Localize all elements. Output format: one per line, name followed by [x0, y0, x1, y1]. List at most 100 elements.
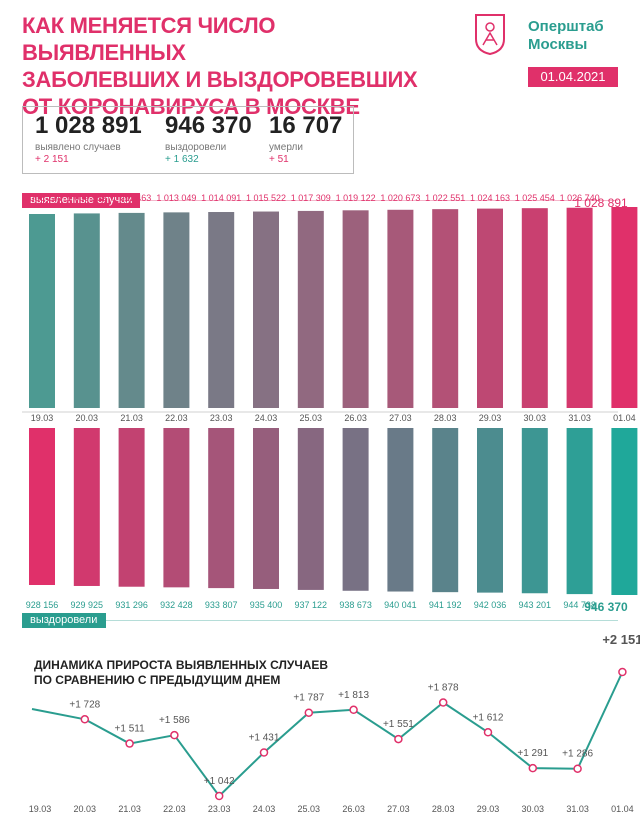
bar-cases [432, 209, 459, 408]
dynamics-title-line: ПО СРАВНЕНИЮ С ПРЕДЫДУЩИМ ДНЕМ [34, 673, 281, 687]
x-tick-label-cases: 21.03 [120, 413, 143, 423]
bar-recovered [342, 428, 369, 591]
bar-cases [387, 209, 414, 408]
data-point [349, 705, 358, 715]
x-tick-label-cases: 29.03 [479, 413, 502, 423]
bar-cases [566, 207, 593, 408]
data-point [573, 764, 582, 773]
stat-recovered: 946 370 выздоровели + 1 632 [165, 107, 252, 166]
data-label-dynamics: +1 586 [159, 715, 190, 726]
data-label-recovered: 940 041 [384, 600, 417, 610]
x-tick-label-dynamics: 21.03 [118, 804, 141, 814]
x-tick-label-dynamics: 01.04 [611, 804, 634, 814]
data-label-dynamics: +1 291 [517, 748, 548, 759]
x-tick-label-dynamics: 31.03 [566, 804, 589, 814]
x-tick-label-cases: 28.03 [434, 413, 457, 423]
data-label-cases: 1 015 522 [246, 193, 286, 203]
data-label-recovered: 941 192 [429, 600, 462, 610]
data-label-recovered: 931 296 [115, 600, 148, 610]
dynamics-title-line: ДИНАМИКА ПРИРОСТА ВЫЯВЛЕННЫХ СЛУЧАЕВ [34, 658, 329, 672]
bar-recovered [29, 428, 55, 585]
brand-line: Оперштаб [528, 18, 604, 35]
data-point [394, 734, 403, 744]
bar-cases [118, 212, 145, 408]
data-label-dynamics: +1 813 [338, 690, 369, 701]
stat-delta: + 1 632 [165, 154, 199, 165]
bar-cases [253, 211, 279, 408]
bar-cases [297, 210, 324, 408]
stat-label: выздоровели [165, 142, 227, 153]
date-badge: 01.04.2021 [528, 67, 618, 87]
x-tick-label-cases: 22.03 [165, 413, 188, 423]
x-tick-label-cases: 27.03 [389, 413, 412, 423]
bar-recovered [73, 428, 100, 586]
bar-cases [208, 212, 235, 408]
bar-recovered [163, 428, 190, 588]
x-tick-label-dynamics: 20.03 [74, 804, 97, 814]
x-tick-label-cases: 01.04 [613, 413, 636, 423]
x-tick-label-dynamics: 30.03 [522, 804, 545, 814]
page-title: КАК МЕНЯЕТСЯ ЧИСЛО ВЫЯВЛЕННЫХ ЗАБОЛЕВШИХ… [22, 12, 442, 120]
series-label-recovered: выздоровели [22, 613, 106, 628]
data-point [125, 739, 134, 748]
data-label-dynamics: +1 728 [69, 699, 100, 710]
band-line-cases [22, 200, 618, 201]
x-tick-label-cases: 23.03 [210, 413, 233, 423]
x-tick-label-dynamics: 24.03 [253, 804, 276, 814]
data-label-dynamics: +2 151 [602, 632, 640, 647]
data-label-cases: 1 025 454 [515, 193, 555, 203]
x-tick-label-cases: 30.03 [524, 413, 547, 423]
bar-cases [477, 208, 503, 408]
data-point [170, 730, 179, 740]
stats-box: 1 028 891 выявлено случаев + 2 151 946 3… [22, 106, 354, 174]
stat-delta: + 51 [269, 154, 289, 165]
data-label-cases: 1 008 224 [22, 193, 62, 203]
data-label-recovered: 942 036 [474, 600, 507, 610]
data-point [304, 708, 314, 717]
band-line-recovered [22, 620, 618, 621]
stat-value: 1 028 891 [35, 112, 142, 139]
data-point [214, 791, 224, 801]
x-tick-label-dynamics: 23.03 [208, 804, 231, 814]
brand-name: Оперштаб Москвы [528, 18, 604, 54]
stat-delta: + 2 151 [35, 154, 69, 165]
bar-recovered [118, 428, 145, 587]
bar-recovered [208, 428, 235, 589]
x-tick-label-dynamics: 25.03 [298, 804, 321, 814]
bar-recovered [477, 428, 503, 593]
stat-deaths: 16 707 умерли + 51 [269, 107, 343, 166]
data-label-recovered: 938 673 [339, 600, 372, 610]
data-label-dynamics: +1 511 [115, 724, 146, 735]
moscow-coat-of-arms-icon [474, 13, 506, 56]
data-label-dynamics: +1 787 [293, 693, 324, 704]
stat-label: выявлено случаев [35, 142, 121, 153]
stat-value: 16 707 [269, 112, 343, 139]
x-tick-label-cases: 20.03 [76, 413, 99, 423]
data-label-recovered: 928 156 [26, 600, 59, 610]
data-label-cases: 1 009 952 [67, 193, 107, 203]
data-label-recovered: 935 400 [250, 600, 283, 610]
stat-value: 946 370 [165, 112, 252, 139]
data-label-cases: 1 017 309 [291, 193, 331, 203]
data-point [438, 698, 448, 707]
data-label-dynamics: +1 551 [383, 719, 414, 730]
bar-cases [611, 207, 638, 408]
bar-recovered [432, 428, 459, 593]
bar-cases [521, 208, 548, 408]
data-label-cases: 1 019 122 [336, 193, 376, 203]
x-tick-label-cases: 24.03 [255, 413, 278, 423]
data-label-cases: 1 013 049 [156, 193, 196, 203]
data-point [483, 728, 493, 737]
data-label-recovered: 943 201 [519, 600, 552, 610]
bar-cases [163, 212, 190, 408]
x-tick-label-cases: 26.03 [344, 413, 367, 423]
data-label-recovered: 944 738 [563, 600, 596, 610]
stat-label: умерли [269, 142, 303, 153]
x-tick-label-dynamics: 19.03 [29, 804, 52, 814]
x-tick-label-dynamics: 22.03 [163, 804, 186, 814]
bar-recovered [297, 428, 324, 590]
series-line-lead [31, 708, 85, 721]
stat-cases: 1 028 891 выявлено случаев + 2 151 [35, 107, 142, 166]
data-label-cases: 1 022 551 [425, 193, 465, 203]
